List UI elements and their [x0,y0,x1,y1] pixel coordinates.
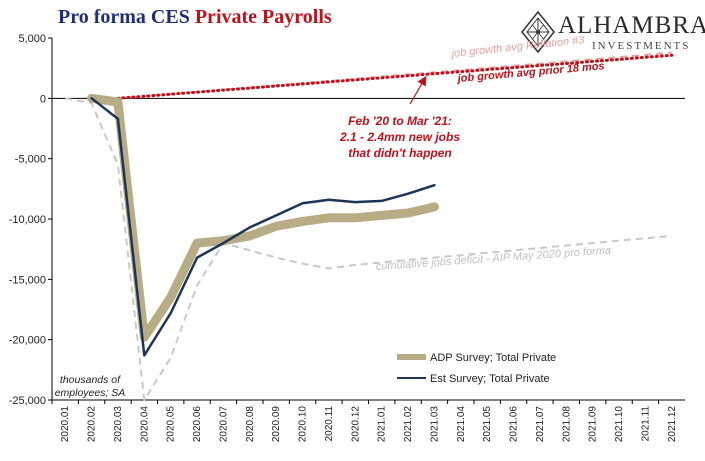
x-tick-label: 2020.01 [60,406,71,443]
legend-label-adp: ADP Survey; Total Private [430,352,556,364]
x-tick-label: 2020.10 [298,406,309,443]
series-line-job-growth-avg-reflation-3 [117,51,672,100]
x-tick-label: 2021.10 [614,406,625,443]
x-tick-label: 2021.09 [588,406,599,443]
annotation-deficit: cumulative jobs deficit - AIP May 2020 p… [375,245,611,273]
x-tick-label: 2021.05 [482,406,493,443]
annotation-arrow [409,75,427,105]
x-tick-label: 2021.08 [561,406,572,443]
logo-sub: INVESTMENTS [592,40,691,52]
legend: ADP Survey; Total Private Est Survey; To… [397,352,556,385]
y-tick-label: -15,000 [9,274,46,286]
legend-label-est: Est Survey; Total Private [430,373,550,385]
x-tick-label: 2020.02 [87,406,98,443]
series-line-adp-survey-total-private [87,93,439,342]
axes: 5,000 0 -5,000 -10,000 -15,000 -20,000 -25,000… [9,33,685,442]
series-layer [65,51,674,401]
x-tick-label: 2021.02 [403,406,414,443]
y-tick-label: -10,000 [9,214,46,226]
logo: ALHAMBRA INVESTMENTS [520,10,705,60]
x-tick-label: 2020.05 [166,406,177,443]
x-tick-label: 2020.12 [350,406,361,443]
series-line-cumulative-jobs-deficit-aip-may-2020-pro-forma [65,97,672,401]
x-tick-label: 2021.07 [535,406,546,443]
units-note-line2: employees; SA [55,387,126,399]
series-line-est-survey-total-private [90,97,436,357]
x-tick-label: 2021.11 [640,406,651,442]
title-part-1: Pro forma CES [58,6,190,28]
annotation-feb-line2: 2.1 - 2.4mm new jobs [339,130,460,144]
y-tick-label: -5,000 [15,154,46,166]
x-tick-label: 2020.09 [271,406,282,443]
x-tick-label: 2021.04 [456,406,467,443]
x-tick-label: 2020.07 [218,406,229,443]
x-tick-label: 2021.12 [667,406,678,443]
x-tick-label: 2021.01 [377,406,388,443]
y-tick-label: -20,000 [9,335,46,347]
annotation-feb-line1: Feb '20 to Mar '21: [348,114,452,128]
y-tick-label: -25,000 [9,395,46,407]
logo-name: ALHAMBRA [558,12,705,39]
annotation-feb-line3: that didn't happen [348,146,452,160]
x-tick-label: 2020.06 [192,406,203,443]
title-part-2: Private Payrolls [194,6,332,28]
x-tick-label: 2020.03 [113,406,124,443]
x-tick-label: 2021.03 [429,406,440,443]
x-tick-label: 2020.08 [245,406,256,443]
diamond-lattice-icon [521,10,555,54]
annotation-reflation: job growth avg Reflation #3 [449,34,586,60]
y-tick-label: 0 [40,93,46,105]
units-note-line1: thousands of [60,374,121,386]
y-tick-label: 5,000 [18,33,46,45]
x-tick-label: 2020.11 [324,406,335,442]
x-tick-label: 2021.06 [509,406,520,443]
chart-title: Pro forma CES Private Payrolls [58,6,332,29]
x-tick-label: 2020.04 [139,406,150,443]
